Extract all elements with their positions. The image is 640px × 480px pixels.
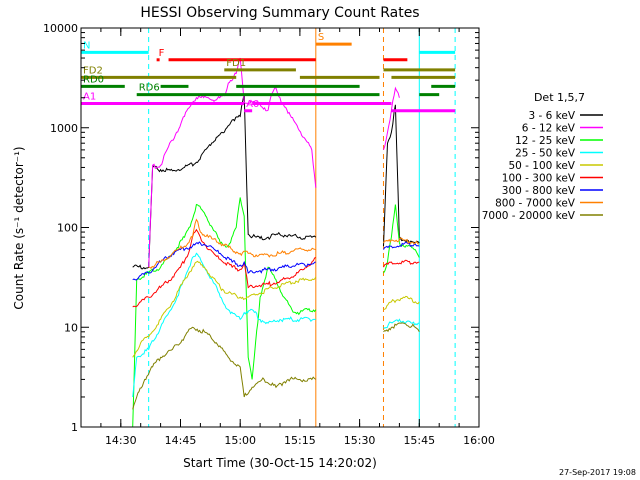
legend-label-6-12-kev: 6 - 12 keV (522, 123, 576, 135)
x-tick-label-14-45: 14:45 (165, 434, 197, 447)
flag-label-rd0: RD0 (83, 74, 104, 85)
legend-title: Det 1,5,7 (534, 91, 585, 104)
series-line-7000-20000-kev-2 (383, 322, 420, 333)
chart-title: HESSI Observing Summary Count Rates (140, 5, 419, 21)
footer-timestamp: 27-Sep-2017 19:08 (559, 468, 636, 477)
series-line-7000-20000-kev-1 (132, 326, 317, 410)
x-tick-label-15-45: 15:45 (403, 434, 435, 447)
flag-label-f: F (159, 48, 165, 59)
flag-label-a0: A0 (246, 99, 259, 110)
series-line-6-12-kev-2 (383, 86, 400, 151)
series-line-100-300-kev-2 (383, 259, 420, 268)
flag-label-fd2: FD2 (83, 65, 103, 76)
series-line-800-7000-kev-2 (383, 237, 420, 245)
series-line-6-12-kev-1 (148, 57, 317, 268)
series-line-800-7000-kev-1 (148, 218, 316, 270)
series-line-25-50-kev-1 (132, 252, 316, 398)
series-line-300-800-kev-1 (132, 241, 316, 281)
legend-label-12-25-kev: 12 - 25 keV (515, 135, 576, 147)
legend-label-300-800-kev: 300 - 800 keV (502, 185, 576, 197)
flag-label-fd1: FD1 (226, 58, 246, 69)
series-line-3-6-kev-1 (132, 93, 317, 270)
series-line-50-100-kev-2 (383, 295, 420, 311)
legend-label-7000-20000-kev: 7000 - 20000 keV (482, 210, 576, 222)
series-line-12-25-kev-1 (132, 197, 317, 428)
x-tick-label-14-30: 14:30 (105, 434, 137, 447)
y-tick-label-10: 10 (64, 321, 78, 334)
legend-label-100-300-kev: 100 - 300 keV (502, 173, 576, 185)
chart-axes: 1 10 100 1000 10000 14:30 14:45 15:00 15:15 15:30… (43, 22, 495, 447)
x-tick-label-15-15: 15:15 (284, 434, 316, 447)
legend-label-3-6-kev: 3 - 6 keV (528, 110, 575, 122)
series-line-25-50-kev-2 (383, 318, 420, 329)
y-tick-label-1000: 1000 (50, 122, 78, 135)
series-line-300-800-kev-2 (383, 241, 420, 250)
series-line-100-300-kev-1 (132, 228, 316, 308)
y-axis-label: Count Rate (s⁻¹ detector⁻¹) (12, 146, 26, 309)
legend-label-50-100-kev: 50 - 100 keV (508, 160, 575, 172)
legend-label-25-50-kev: 25 - 50 keV (515, 148, 576, 160)
x-axis-label: Start Time (30-Oct-15 14:20:02) (183, 456, 377, 470)
legend-label-800-7000-kev: 800 - 7000 keV (495, 198, 576, 210)
flag-label-s: S (318, 32, 324, 43)
y-tick-label-100: 100 (57, 222, 78, 235)
x-tick-label-16-00: 16:00 (463, 434, 495, 447)
flag-label-rd6: RD6 (139, 83, 160, 94)
x-tick-label-15-00: 15:00 (224, 434, 256, 447)
flag-label-n: N (83, 40, 90, 51)
y-tick-label-1: 1 (71, 421, 78, 434)
flag-label-a1: A1 (83, 92, 96, 103)
series-line-50-100-kev-1 (132, 260, 317, 358)
series-line-12-25-kev-2 (383, 204, 420, 274)
x-tick-label-15-30: 15:30 (344, 434, 376, 447)
y-tick-label-10000: 10000 (43, 22, 78, 35)
